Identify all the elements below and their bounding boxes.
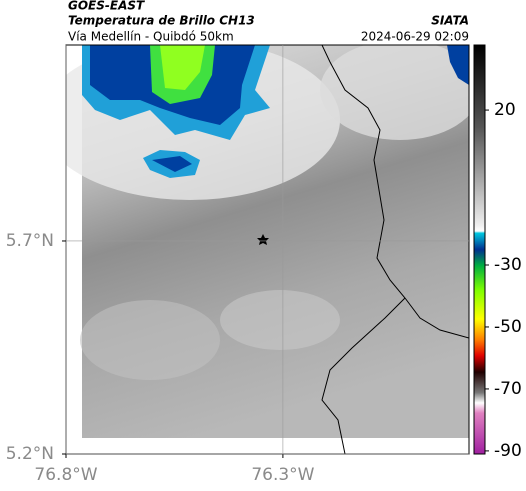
colorbar-label: -70 (494, 379, 522, 399)
location-marker (257, 234, 269, 245)
satellite-image (66, 45, 469, 454)
title: GOES-EAST (68, 0, 145, 13)
y-tick-label: 5.2°N (6, 444, 54, 464)
colorbar-label: -30 (494, 255, 522, 275)
colorbar (473, 44, 486, 455)
subtitle: Temperatura de Brillo CH13 (68, 14, 255, 28)
source: SIATA (431, 14, 469, 28)
region: Vía Medellín - Quibdó 50km (68, 30, 234, 44)
colorbar-label: 20 (494, 100, 516, 120)
datetime: 2024-06-29 02:09 (361, 30, 469, 44)
x-tick-label: 76.8°W (34, 465, 97, 485)
colorbar-label: -50 (494, 317, 522, 337)
y-tick-label: 5.7°N (6, 231, 54, 251)
colorbar-label: -90 (494, 441, 522, 461)
x-tick-label: 76.3°W (251, 465, 314, 485)
